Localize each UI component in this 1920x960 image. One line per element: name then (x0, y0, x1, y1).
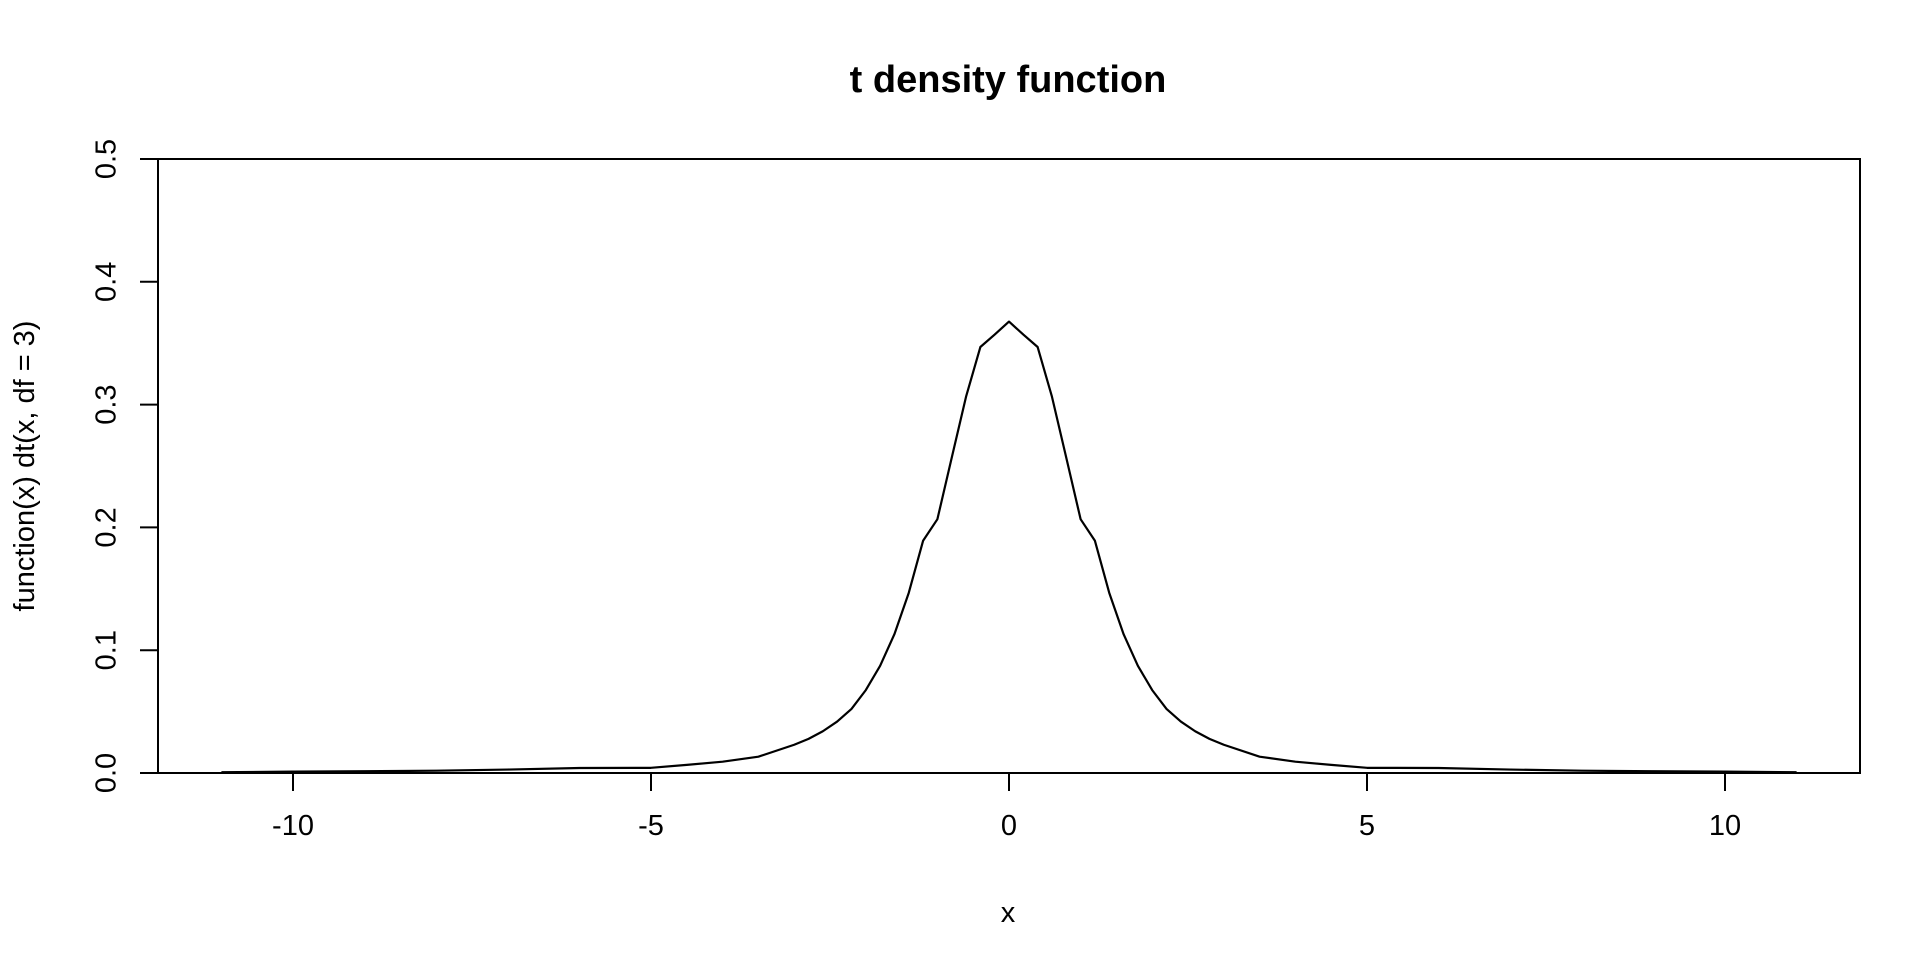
y-tick-label: 0.0 (91, 753, 123, 793)
density-curve (221, 320, 1797, 774)
x-axis: -10 -5 0 5 10 (272, 772, 1741, 842)
x-tick-label: 10 (1709, 810, 1741, 842)
y-axis: 0.0 0.1 0.2 0.3 0.4 0.5 (91, 139, 159, 793)
y-axis-label: function(x) dt(x, df = 3) (9, 321, 41, 612)
y-tick-label: 0.1 (91, 630, 123, 670)
plot-frame (157, 158, 1861, 774)
x-tick-label: -5 (638, 810, 664, 842)
y-tick-label: 0.5 (91, 139, 123, 179)
x-axis-label: x (1001, 897, 1016, 929)
chart-title: t density function (850, 59, 1167, 101)
x-tick-label: -10 (272, 810, 314, 842)
y-tick-label: 0.4 (91, 262, 123, 302)
x-tick-label: 0 (1001, 810, 1017, 842)
y-tick-label: 0.3 (91, 384, 123, 424)
x-tick-label: 5 (1359, 810, 1375, 842)
y-tick-label: 0.2 (91, 507, 123, 547)
